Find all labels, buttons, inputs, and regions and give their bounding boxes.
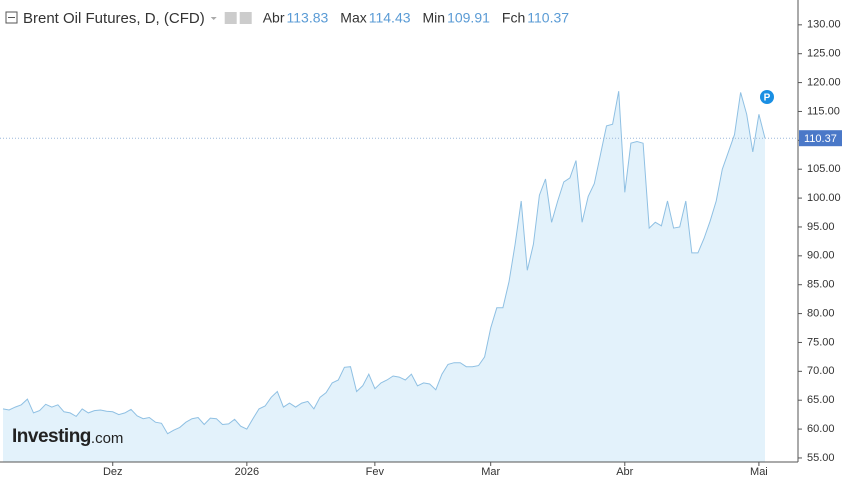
y-tick-label: 60.00: [807, 423, 835, 435]
y-tick-label: 120.00: [807, 76, 841, 88]
event-marker-label: P: [764, 93, 771, 104]
y-tick-label: 105.00: [807, 163, 841, 175]
x-tick-label: Abr: [616, 466, 633, 478]
icon: [239, 12, 252, 24]
last-price-box: [799, 130, 842, 147]
y-tick-label: 130.00: [807, 19, 841, 31]
y-tick-label: 80.00: [807, 307, 835, 319]
x-tick-label: 2026: [235, 466, 259, 478]
y-tick-label: 95.00: [807, 221, 835, 233]
dropdown-caret: [210, 17, 217, 20]
last-price-label: 110.37: [804, 133, 837, 145]
y-tick-label: 75.00: [807, 336, 835, 348]
y-tick-label: 115.00: [807, 105, 840, 117]
y-tick-label: 125.00: [807, 48, 841, 60]
event-marker: [760, 90, 774, 104]
line: [2, 91, 766, 435]
stat-value: 113.83: [287, 10, 329, 26]
stat-label: Fch: [502, 10, 525, 26]
logo-suffix: .com: [91, 430, 124, 447]
stat-label: Min: [423, 10, 446, 26]
y-tick-label: 65.00: [807, 394, 835, 406]
y-tick-label: 90.00: [807, 250, 835, 262]
chart-title: Brent Oil Futures, D, (CFD): [23, 10, 205, 27]
stat-value: 109.91: [447, 10, 490, 26]
x-tick-label: Fev: [366, 466, 385, 478]
logo-brand: Investing: [12, 426, 91, 447]
y-tick-label: 70.00: [807, 365, 835, 377]
area: [3, 91, 765, 462]
x-tick-label: Mar: [481, 466, 500, 478]
x-tick-label: Dez: [103, 466, 123, 478]
stat-label: Max: [340, 10, 366, 26]
stat-value: 114.43: [369, 10, 411, 26]
icon: [224, 12, 237, 24]
y-tick-label: 55.00: [807, 452, 835, 464]
stat-label: Abr: [263, 10, 285, 26]
stat-value: 110.37: [527, 10, 569, 26]
y-tick-label: 85.00: [807, 279, 835, 291]
x-tick-label: Mai: [750, 466, 768, 478]
y-tick-label: 100.00: [807, 192, 841, 204]
